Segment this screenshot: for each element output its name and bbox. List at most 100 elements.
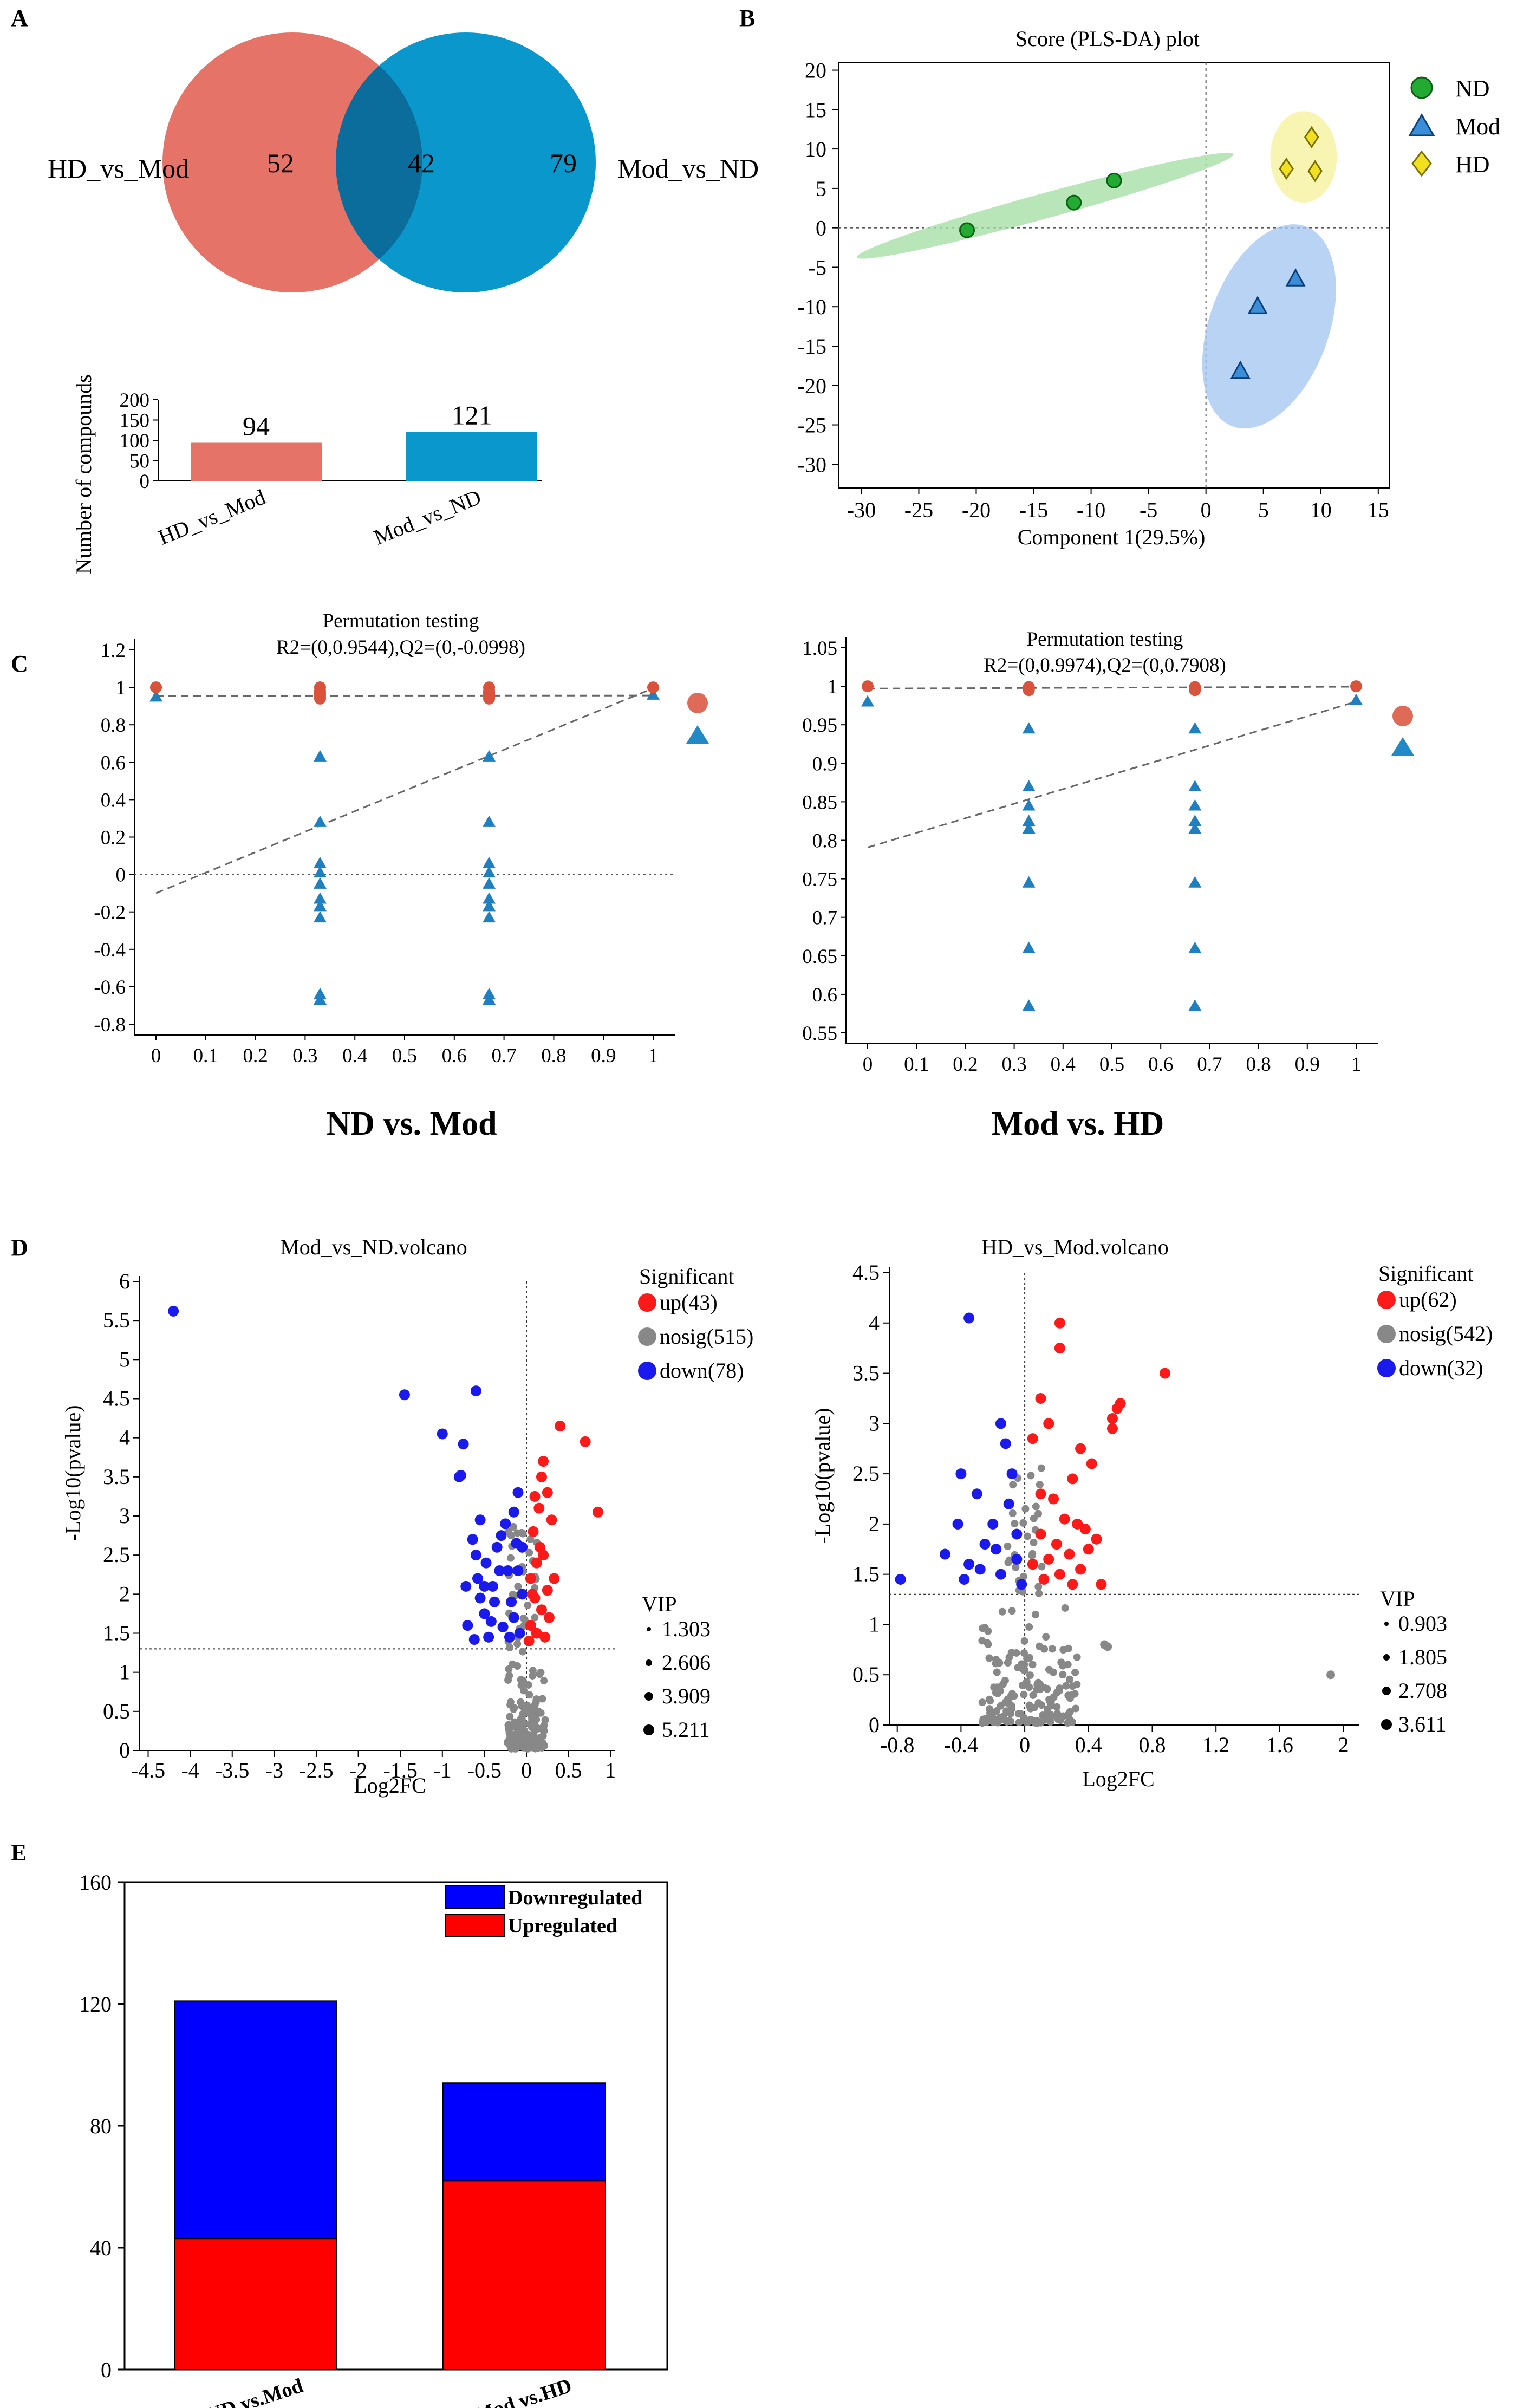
- perm-ytick-label: 0.55: [802, 1023, 837, 1045]
- nd-point: [959, 222, 975, 238]
- panel-label-a: A: [11, 5, 28, 31]
- pls-ytick-label: -15: [798, 334, 826, 359]
- perm-xtick-label: 0.8: [541, 1045, 566, 1067]
- permutation-plot-left: Permutation testing R2=(0,0.9544),Q2=(0,…: [94, 610, 709, 1142]
- volcano-point-nosig: [1038, 1563, 1046, 1571]
- legend-hd-marker: [1411, 150, 1432, 177]
- volc-ytick-label: 0.5: [103, 1699, 130, 1723]
- r2-point: [150, 681, 162, 694]
- volc-ytick-label: 5: [119, 1347, 130, 1371]
- perm-ytick-label: 0.9: [812, 753, 837, 775]
- mod-point: [1247, 296, 1268, 314]
- volc-xtick-label: -0.5: [467, 1758, 502, 1782]
- volc-xtick-label: -4: [181, 1758, 199, 1782]
- venn-left-only: 52: [267, 148, 294, 178]
- volcano-point-nosig: [509, 1591, 517, 1599]
- volcano-point-nosig: [519, 1676, 527, 1684]
- r2-point: [1189, 684, 1201, 697]
- volcano-point-nosig: [981, 1624, 989, 1632]
- perm-xtick-label: 0.2: [243, 1045, 268, 1067]
- volcano-point-down: [979, 1539, 991, 1550]
- volc-ytick-label: 1.5: [103, 1621, 130, 1645]
- pls-da-plot: Score (PLS-DA) plot -30 -25 -20 -15 -10 -5 0 5 1…: [798, 27, 1500, 549]
- volcano-point-down: [472, 1573, 483, 1584]
- q2-point: [483, 866, 496, 878]
- stacked-bar-chart: 160 120 80 40 0 ND vs.Mod Mod vs.HD Downregula…: [79, 1870, 668, 2408]
- volcano-point-up: [534, 1541, 545, 1553]
- venn-overlap-count: 42: [408, 148, 435, 178]
- volcano-point-nosig: [1054, 1715, 1062, 1723]
- volcano-point-nosig: [1029, 1691, 1037, 1699]
- volc-ytick-label: 4.5: [103, 1387, 130, 1411]
- volcano-point-down: [1011, 1553, 1023, 1565]
- legend-mod-marker: [1408, 113, 1435, 136]
- volcano-point-up: [1054, 1343, 1065, 1354]
- q2-point: [1188, 876, 1202, 888]
- volcano-point-nosig: [1059, 1646, 1067, 1654]
- volc1-legend-up: up(43): [660, 1290, 718, 1314]
- q2-point: [313, 993, 327, 1005]
- volcano-point-down: [497, 1621, 509, 1632]
- volcano-point-down: [1000, 1438, 1011, 1449]
- q2-regression-line: [155, 687, 654, 894]
- r2-point: [314, 692, 326, 705]
- volcano-point-up: [525, 1573, 536, 1584]
- q2-point: [483, 877, 496, 889]
- cb-bar: [406, 432, 537, 481]
- volcano-point-nosig: [510, 1523, 518, 1531]
- volcano-point-nosig: [1028, 1552, 1036, 1560]
- volcano-point-up: [1067, 1579, 1078, 1590]
- r2-legend-marker: [1392, 706, 1413, 726]
- vip-marker: [1382, 1687, 1391, 1695]
- volc2-vip-2: 1.805: [1398, 1645, 1447, 1669]
- volcano-point-up: [1064, 1548, 1075, 1560]
- volc-xtick-label: 0.4: [1075, 1733, 1102, 1757]
- q2-point: [1022, 779, 1036, 791]
- pls-ytick-label: 15: [805, 97, 826, 122]
- volc2-vip-1: 0.903: [1398, 1611, 1447, 1636]
- stack-ytick-label: 120: [79, 1992, 112, 2016]
- volcano-point-up: [526, 1589, 538, 1600]
- volcano-plot-right: HD_vs_Mod.volcano -Log10(pvalue) 4.5 4 3.5…: [810, 1235, 1493, 1791]
- volcano-point-up: [592, 1506, 603, 1518]
- volc-ytick-label: 6: [119, 1269, 130, 1293]
- volc1-legend-down-marker: [638, 1362, 656, 1380]
- volc1-ylabel: -Log10(pvalue): [61, 1405, 85, 1541]
- volcano-point-down: [437, 1428, 448, 1440]
- perm-xtick-label: 0.3: [292, 1045, 317, 1067]
- q2-point: [1350, 693, 1363, 705]
- volc-xtick-label: -0.8: [880, 1733, 914, 1757]
- volcano-point-up: [536, 1471, 547, 1482]
- pls-ytick-label: -5: [809, 255, 826, 279]
- volcano-point-up: [1048, 1493, 1059, 1505]
- legend-down-label: Downregulated: [508, 1886, 642, 1909]
- volc2-legend-down: down(32): [1399, 1356, 1483, 1380]
- volcano-point-up: [1106, 1413, 1118, 1424]
- volcano-point-nosig: [1041, 1716, 1049, 1724]
- cb-ytick-label: 50: [129, 451, 149, 473]
- volc-xtick-label: 0: [521, 1758, 532, 1782]
- volcano-point-nosig: [529, 1671, 537, 1680]
- volc-xtick-label: 2: [1338, 1733, 1349, 1757]
- volc1-legend-down: down(78): [660, 1358, 744, 1383]
- perm-xtick-label: 0.1: [193, 1045, 218, 1067]
- volcano-point-down: [959, 1573, 970, 1585]
- volcano-point-nosig: [985, 1695, 993, 1703]
- volcano-point-nosig: [510, 1739, 518, 1747]
- q2-point: [483, 892, 496, 904]
- nd-ellipse: [856, 153, 1234, 259]
- q2-legend-marker: [686, 725, 709, 744]
- volc-ytick-label: 1: [869, 1612, 880, 1636]
- volcano-point-up: [549, 1573, 560, 1584]
- volc-ytick-label: 1: [119, 1660, 130, 1684]
- volcano-point-up: [546, 1514, 557, 1526]
- pls-xtick-label: -20: [962, 498, 991, 522]
- volc-ytick-label: 5.5: [103, 1308, 130, 1332]
- volcano-point-down: [955, 1468, 967, 1480]
- venn-left-label: HD_vs_Mod: [48, 153, 189, 184]
- volcano-point-up: [539, 1631, 551, 1643]
- stack-bar-down: [174, 2000, 337, 2240]
- volcano-point-up: [1051, 1539, 1062, 1550]
- volcano-point-up: [528, 1526, 539, 1537]
- volcano-point-down: [952, 1518, 963, 1530]
